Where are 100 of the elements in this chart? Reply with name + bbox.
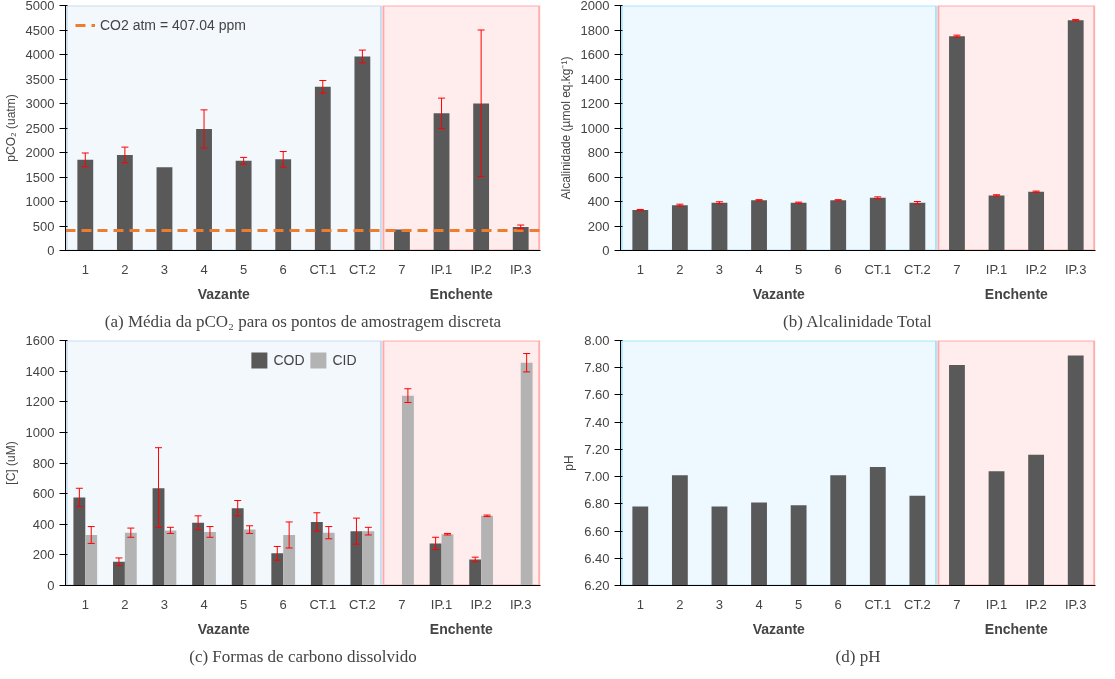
- legend-label: CID: [332, 352, 357, 368]
- y-tick-label: 3500: [25, 71, 55, 87]
- y-tick-label: 6.60: [584, 523, 610, 539]
- x-tick-label: 1: [81, 261, 89, 277]
- y-tick-label: 7.00: [584, 469, 610, 485]
- x-tick-label: 2: [121, 596, 129, 612]
- x-tick-label: CT.2: [349, 596, 376, 612]
- y-tick-label: 800: [32, 455, 55, 471]
- band-label: Vazante: [752, 285, 806, 302]
- x-tick-label: 2: [676, 261, 684, 277]
- x-tick-label: IP.1: [985, 261, 1008, 277]
- y-tick-label: 4500: [25, 22, 55, 38]
- x-tick-label: IP.3: [509, 596, 532, 612]
- x-tick-label: CT.2: [904, 596, 931, 612]
- text: (a) Média da pCO₂ para os pontos de amostragem discreta: [104, 311, 502, 331]
- x-tick-label: IP.2: [1025, 261, 1047, 277]
- x-tick-label: IP.3: [1064, 596, 1087, 612]
- x-tick-label: 5: [795, 261, 803, 277]
- x-tick-label: 1: [636, 596, 644, 612]
- x-tick-label: 7: [398, 261, 406, 277]
- x-tick-label: CT.1: [309, 596, 337, 612]
- y-tick-label: 1200: [580, 96, 610, 111]
- x-tick-label: CT.1: [864, 596, 892, 612]
- y-tick-label: 400: [587, 194, 610, 209]
- x-tick-label: 1: [81, 596, 89, 612]
- y-tick-label: 6.20: [584, 578, 610, 593]
- x-tick-label: IP.3: [509, 261, 532, 277]
- y-tick-label: 7.40: [584, 414, 610, 430]
- x-tick-label: CT.2: [349, 261, 376, 277]
- x-tick-label: 4: [200, 596, 208, 612]
- y-tick-label: 7.80: [584, 360, 610, 376]
- band-label: Enchente: [984, 285, 1049, 302]
- y-tick-label: 0: [47, 243, 55, 258]
- x-tick-label: 3: [160, 596, 169, 612]
- y-tick-label: 1000: [580, 120, 610, 136]
- x-tick-label: 5: [240, 261, 248, 277]
- y-tick-label: 800: [587, 145, 610, 160]
- y-tick-label: 0: [47, 578, 55, 593]
- y-axis-title: [C] (uM): [3, 441, 18, 485]
- y-tick-label: 7.60: [584, 387, 610, 403]
- x-tick-label: 7: [398, 596, 406, 612]
- y-tick-label: 6.40: [584, 550, 610, 566]
- band-label: Enchente: [429, 285, 494, 302]
- x-tick-label: 3: [160, 261, 169, 277]
- x-tick-label: IP.2: [1025, 596, 1047, 612]
- y-tick-label: 8.00: [584, 333, 610, 348]
- x-tick-label: 6: [834, 261, 842, 277]
- y-tick-label: 3000: [25, 96, 55, 111]
- band-label: Vazante: [197, 620, 251, 637]
- x-tick-label: 6: [834, 596, 842, 612]
- y-tick-label: 6.80: [584, 496, 610, 512]
- x-tick-label: IP.2: [470, 596, 492, 612]
- x-tick-label: CT.1: [309, 261, 337, 277]
- y-tick-label: 0: [602, 243, 610, 258]
- x-tick-label: CT.2: [904, 261, 931, 277]
- x-tick-label: CT.1: [864, 261, 892, 277]
- band-label: Vazante: [197, 285, 251, 302]
- x-tick-label: 6: [279, 261, 287, 277]
- y-tick-label: 2500: [25, 120, 55, 136]
- x-tick-label: 4: [755, 261, 763, 277]
- y-tick-label: 5000: [25, 0, 55, 13]
- y-axis-title: Alcalinidade (µmol eq.kg⁻¹): [558, 56, 573, 200]
- y-tick-label: 1400: [25, 363, 55, 379]
- x-tick-label: IP.1: [430, 596, 453, 612]
- x-tick-label: IP.1: [985, 596, 1008, 612]
- y-tick-label: 600: [587, 169, 610, 185]
- band-label: Enchente: [429, 620, 494, 637]
- x-tick-label: 3: [715, 596, 724, 612]
- x-tick-label: 5: [240, 596, 248, 612]
- y-tick-label: 1600: [580, 47, 610, 62]
- band-label: Vazante: [752, 620, 806, 637]
- legend-label: COD: [273, 352, 305, 368]
- y-tick-label: 1500: [25, 169, 55, 185]
- y-tick-label: 500: [32, 218, 55, 234]
- x-tick-label: 7: [953, 261, 961, 277]
- x-tick-label: 4: [755, 596, 763, 612]
- x-tick-label: 5: [795, 596, 803, 612]
- y-tick-label: 600: [32, 486, 55, 502]
- text: (c) Formas de carbono dissolvido: [189, 646, 417, 666]
- y-tick-label: 200: [32, 547, 55, 563]
- legend-label: CO2 atm = 407.04 ppm: [100, 17, 246, 33]
- text: (d) pH: [835, 646, 881, 666]
- y-tick-label: 1000: [25, 194, 55, 209]
- y-tick-label: 4000: [25, 47, 55, 62]
- x-tick-label: 3: [715, 261, 724, 277]
- x-tick-label: IP.2: [470, 261, 492, 277]
- y-tick-label: 7.20: [584, 441, 610, 457]
- y-tick-label: 200: [587, 218, 610, 234]
- y-axis-title: pCO₂ (uatm): [3, 94, 18, 162]
- y-tick-label: 1200: [25, 394, 55, 410]
- y-tick-label: 2000: [580, 0, 610, 13]
- x-tick-label: IP.1: [430, 261, 453, 277]
- x-tick-label: 2: [121, 261, 129, 277]
- band-label: Enchente: [984, 620, 1049, 637]
- x-tick-label: 1: [636, 261, 644, 277]
- y-tick-label: 1000: [25, 424, 55, 440]
- x-tick-label: 4: [200, 261, 208, 277]
- y-tick-label: 400: [32, 516, 55, 532]
- x-tick-label: 6: [279, 596, 287, 612]
- y-tick-label: 1600: [25, 333, 55, 348]
